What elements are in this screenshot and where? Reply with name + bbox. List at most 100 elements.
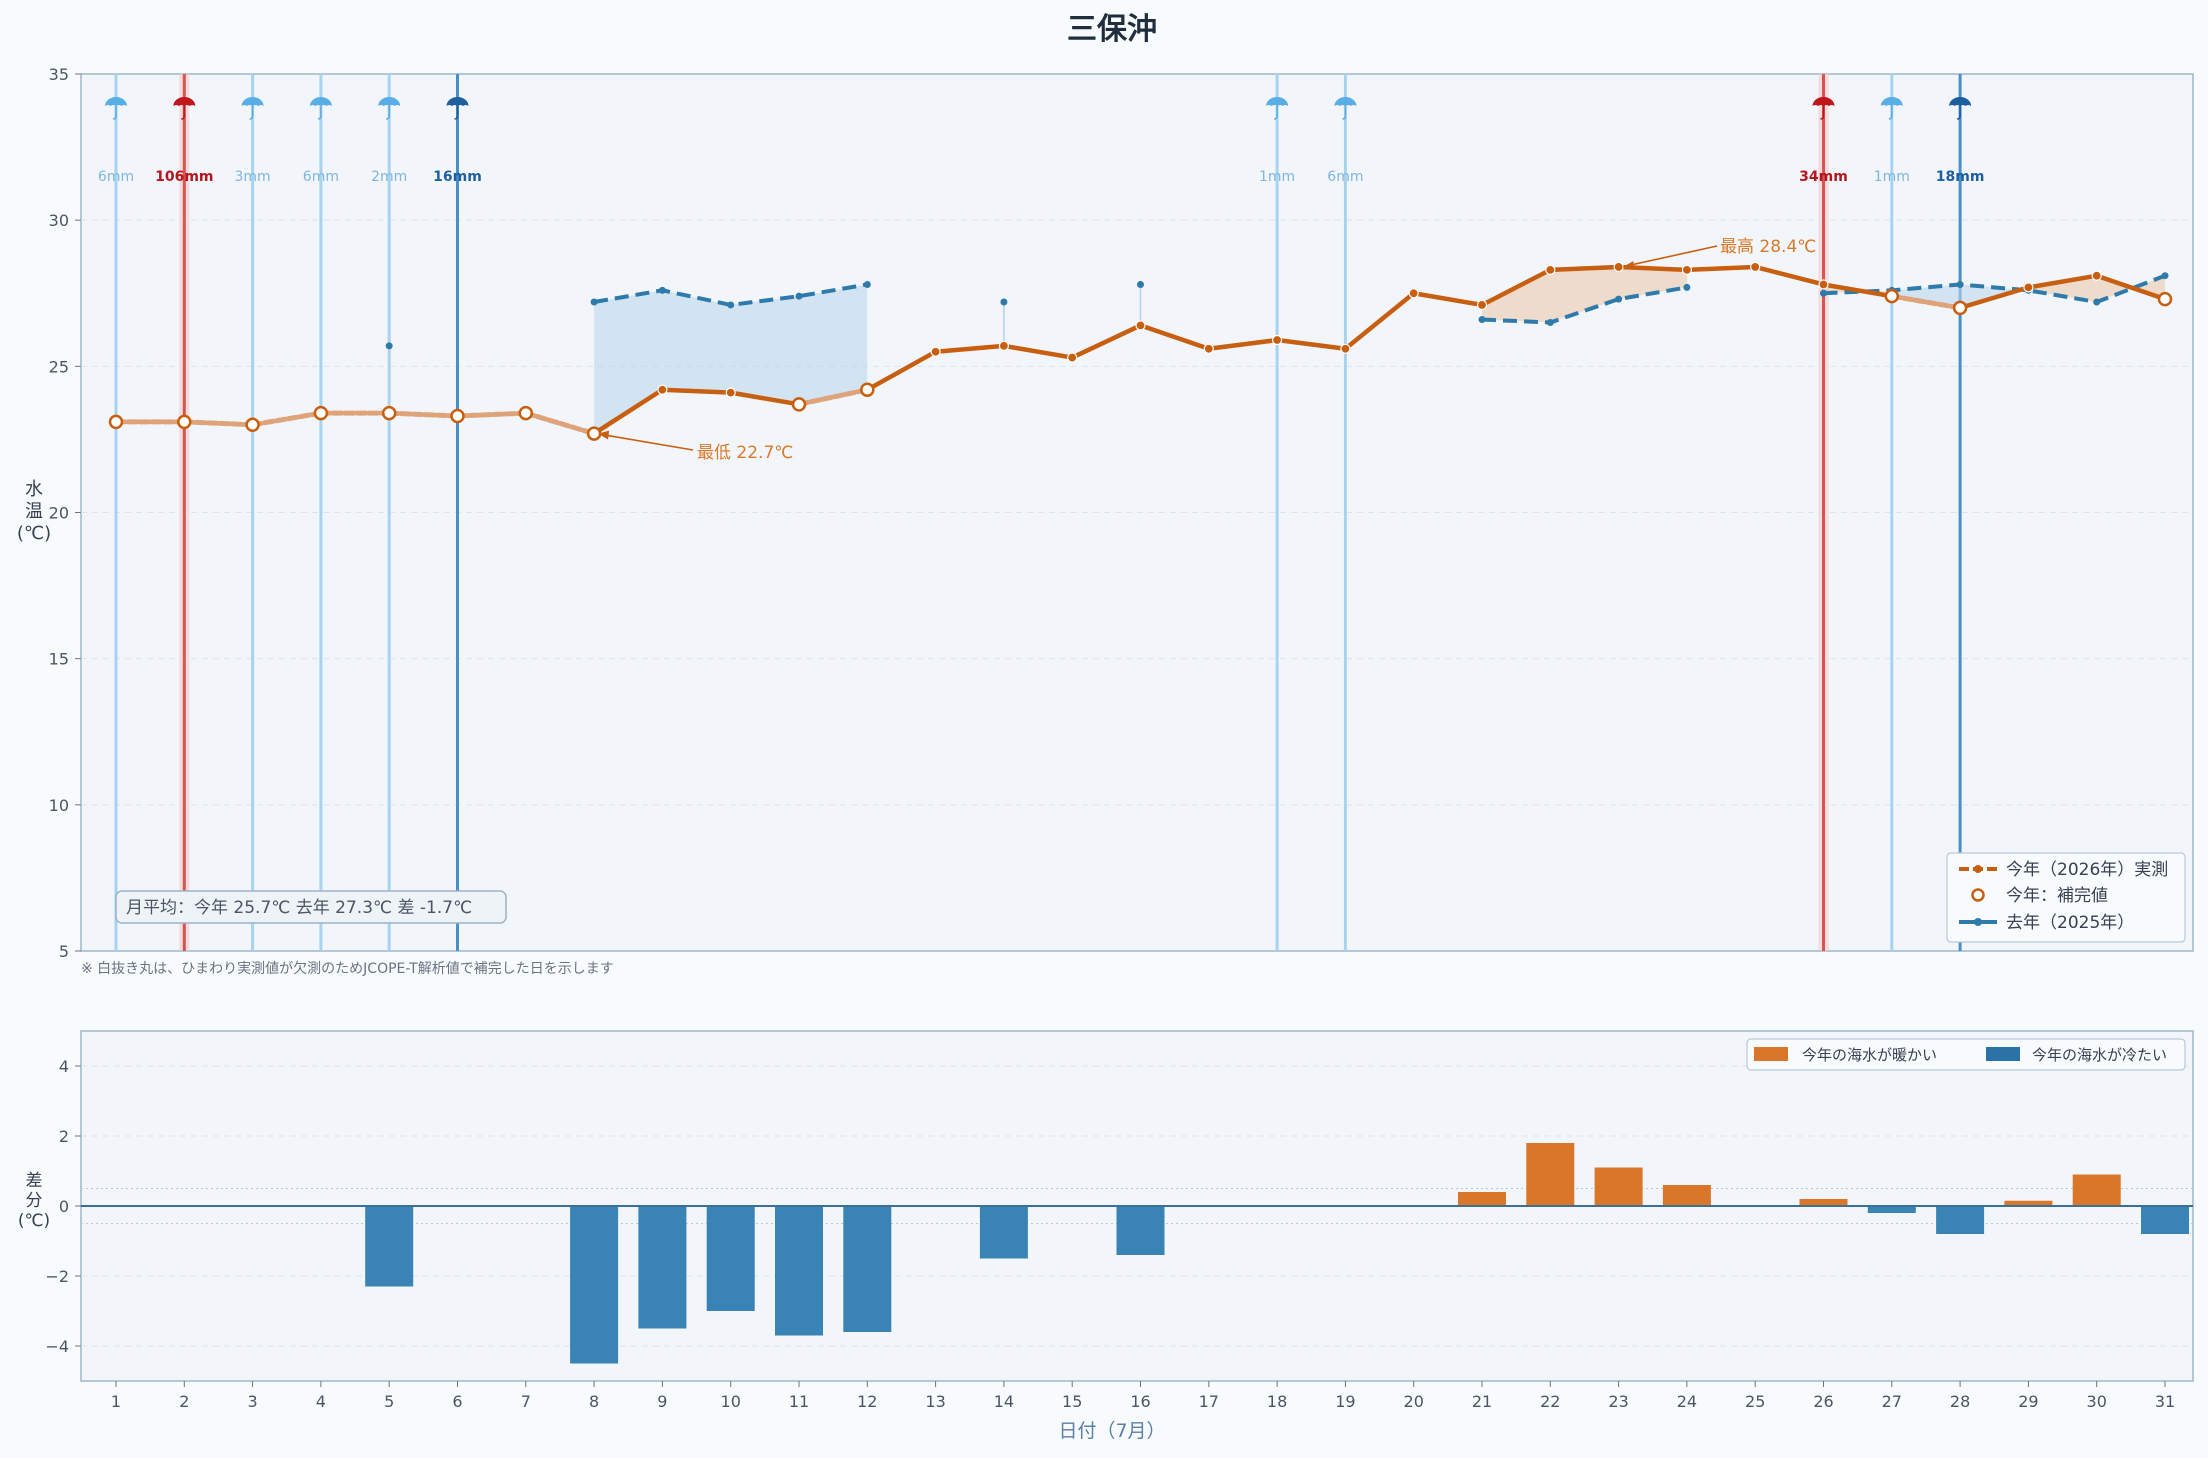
last-year-point [2161,272,2169,280]
xtick-label: 15 [1062,1392,1082,1411]
warm-diff-bar [1526,1143,1575,1206]
warm-diff-band [1618,266,1687,300]
cold-diff-bar [1116,1206,1165,1255]
xtick-label: 18 [1267,1392,1287,1411]
legend-label-last-year: 去年（2025年） [2006,913,2134,933]
rain-amount-label: 18mm [1936,169,1985,185]
top-y-axis-label-part: 水 [25,479,43,500]
xtick-label: 14 [994,1392,1014,1411]
top-ytick-label: 30 [49,211,69,230]
xtick-label: 16 [1130,1392,1150,1411]
last-year-point [863,280,871,288]
cold-diff-band [730,296,799,405]
umbrella-icon [173,97,196,120]
rain-amount-label: 1mm [1874,169,1910,185]
this-year-line-segment [591,387,665,436]
cold-diff-bar [1936,1206,1985,1234]
rain-amount-label: 16mm [433,169,482,185]
this-year-line-segment [250,410,324,428]
umbrella-handle [1274,106,1278,120]
last-year-point [385,342,393,350]
umbrella-canopy [241,97,264,106]
umbrella-icon [105,97,127,120]
last-year-line [1823,273,2166,305]
umbrella-canopy [309,97,332,106]
cold-diff-bar [2141,1206,2189,1234]
interpolated-point [450,408,465,424]
this-year-line-segment [1069,323,1143,360]
umbrella-handle [1342,106,1347,120]
bottom-y-axis-label-part: (℃) [18,1211,50,1231]
warm-diff-band [1482,269,1551,323]
interpolated-point [177,414,192,430]
legend-swatch-last-year-dot [1974,918,1982,926]
xtick-label: 30 [2087,1392,2107,1411]
interpolated-point [381,405,397,421]
last-year-point [1956,280,1964,288]
rain-amount-label: 2mm [371,169,407,185]
umbrella-canopy [1334,97,1357,106]
this-year-point [1203,343,1214,354]
xtick-label: 19 [1335,1392,1355,1411]
umbrella-icon [1949,97,1972,120]
last-year-point [658,286,666,294]
this-year-point [1135,320,1146,331]
umbrella-canopy [378,97,401,106]
annotation-max: 最高 28.4℃ [1720,237,1816,257]
last-year-point [2093,298,2101,306]
umbrella-handle [317,106,322,120]
this-year-line-segment [1479,267,1553,308]
top-y-axis-label-part: 温 [25,501,43,522]
umbrella-canopy [446,97,469,106]
umbrella-icon [1812,97,1835,120]
this-year-line-segment [386,410,460,419]
this-year-line-segment [1206,337,1280,352]
annotation-arrow-min [601,433,694,451]
legend-label-cold: 今年の海水が冷たい [2032,1046,2167,1064]
interpolated-point [1884,288,1900,304]
umbrella-handle [454,106,459,120]
umbrella-handle [1957,106,1961,120]
warm-diff-bar [1799,1199,1848,1206]
footnote: ※ 白抜き丸は、ひまわり実測値が欠測のためJCOPE-T解析値で補完した日を示し… [81,961,614,977]
interpolated-point [108,414,124,430]
this-year-point [2023,282,2034,293]
xtick-label: 10 [721,1392,741,1411]
rain-amount-label: 106mm [155,169,213,185]
rain-amount-label: 6mm [303,169,339,185]
bottom-ytick-label: −4 [45,1337,69,1356]
umbrella-handle [181,106,186,120]
this-year-point [1408,288,1419,299]
monthly-average-box [115,890,507,924]
top-ytick-label: 20 [49,504,69,523]
xtick-label: 12 [857,1392,877,1411]
umbrella-canopy [1812,97,1835,106]
this-year-line-segment [455,410,529,419]
xtick-label: 29 [2018,1392,2038,1411]
this-year-point [1545,264,1556,275]
legend-swatch-this-year-dot [1974,865,1982,873]
this-year-line-segment [2026,273,2099,290]
last-year-point [1820,289,1827,297]
umbrella-canopy [173,97,196,106]
umbrella-icon [1266,97,1289,120]
this-year-line-segment [1274,337,1348,352]
interpolated-point [245,417,260,433]
rain-amount-label: 34mm [1799,169,1848,185]
x-axis-label: 日付（7月） [1058,1420,1165,1442]
monthly-average-text: 月平均：今年 25.7℃ 去年 27.3℃ 差 -1.7℃ [126,898,472,918]
xtick-label: 1 [111,1392,121,1411]
last-year-point [590,298,598,306]
umbrella-canopy [1266,97,1289,106]
bottom-ytick-label: 2 [59,1127,69,1146]
xtick-label: 25 [1745,1392,1765,1411]
xtick-label: 2 [179,1392,189,1411]
this-year-point [1340,343,1351,354]
top-ytick-label: 25 [49,357,69,376]
legend-swatch-cold [1986,1047,2020,1061]
xtick-label: 11 [789,1392,809,1411]
xtick-label: 28 [1950,1392,1970,1411]
top-ytick-label: 15 [49,650,69,669]
xtick-label: 20 [1404,1392,1424,1411]
